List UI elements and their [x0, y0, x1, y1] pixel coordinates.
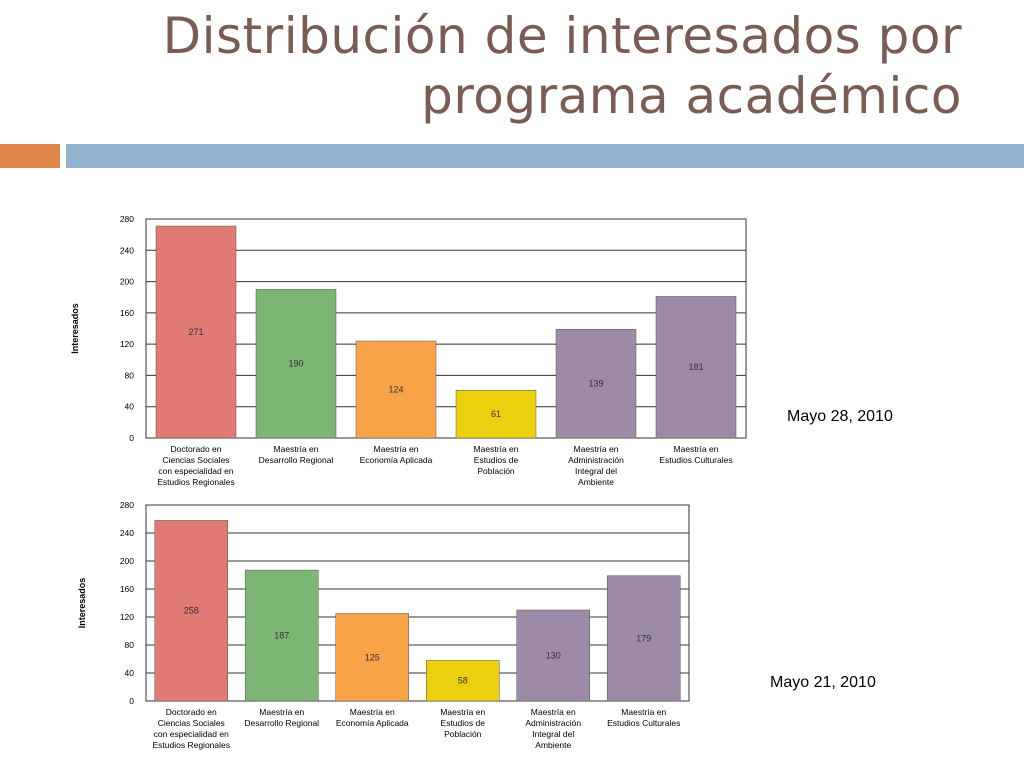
x-tick-label: Maestría en Estudios de Población: [474, 444, 519, 476]
bar: [655, 296, 737, 439]
y-tick-label: 200: [120, 277, 134, 287]
y-tick-label: 240: [120, 245, 134, 255]
chart-caption-mayo-28: Mayo 28, 2010: [787, 408, 893, 425]
x-tick-label: Doctorado en Ciencias Sociales con especia…: [157, 444, 235, 487]
accent-bar-orange: [0, 144, 60, 168]
y-tick-label: 120: [120, 339, 134, 349]
bar-value-label: 61: [491, 409, 501, 419]
y-tick-label: 160: [120, 584, 134, 594]
accent-bar-blue: [66, 144, 1024, 168]
y-tick-label: 280: [120, 214, 134, 224]
y-axis-label: Interesados: [70, 303, 80, 354]
y-tick-label: 80: [125, 370, 135, 380]
bar-chart-mayo-28: 0 40 80 120 160 200 240 280 Interesados 271 Doctor…: [70, 214, 747, 487]
slide-title-line-1: Distribución de interesados por: [162, 7, 962, 65]
x-tick-label: Maestría en Estudios de Población: [440, 707, 485, 739]
bar: [255, 289, 337, 439]
bar-value-label: 181: [688, 362, 703, 372]
x-tick-label: Doctorado en Ciencias Sociales con especia…: [153, 707, 231, 750]
bar-value-label: 179: [636, 633, 651, 643]
x-tick-label: Maestría en Desarrollo Regional: [259, 444, 334, 465]
y-axis-label: Interesados: [77, 578, 87, 629]
bar-chart-mayo-21: 0 40 80 120 160 200 240 280 Interesados 258 Doctor…: [77, 500, 690, 750]
plot-area: [145, 504, 690, 702]
bar-value-label: 258: [184, 606, 199, 616]
bar: [455, 390, 537, 439]
y-tick-label: 0: [129, 696, 134, 706]
y-tick-label: 0: [129, 433, 134, 443]
bar: [154, 520, 228, 702]
bar-value-label: 187: [274, 631, 289, 641]
slide-title-line-2: programa académico: [421, 67, 962, 125]
bar: [426, 660, 500, 702]
bar-value-label: 130: [546, 651, 561, 661]
y-tick-label: 240: [120, 528, 134, 538]
y-tick-label: 120: [120, 612, 134, 622]
bar-value-label: 271: [188, 327, 203, 337]
y-tick-label: 80: [125, 640, 135, 650]
x-tick-label: Maestría en Economía Aplicada: [336, 707, 409, 728]
bar: [607, 575, 681, 702]
y-tick-label: 40: [125, 402, 135, 412]
x-tick-label: Maestría en Estudios Culturales: [659, 444, 732, 465]
bar-value-label: 139: [588, 379, 603, 389]
x-tick-label: Maestría en Desarrollo Regional: [244, 707, 319, 728]
bar: [355, 340, 437, 439]
bar: [555, 329, 637, 439]
x-tick-label: Maestría en Administración Integral del Amb…: [525, 707, 581, 750]
bar: [335, 613, 409, 702]
bar: [155, 225, 237, 439]
bar-value-label: 58: [458, 676, 468, 686]
x-tick-label: Maestría en Administración Integral del Amb…: [568, 444, 624, 487]
bar: [245, 569, 319, 702]
plot-area: [145, 218, 747, 439]
slide-title: Distribución de interesados por programa…: [62, 6, 962, 126]
x-tick-label: Maestría en Economía Aplicada: [360, 444, 433, 465]
y-tick-label: 280: [120, 500, 134, 510]
bar-value-label: 124: [388, 385, 403, 395]
chart-caption-mayo-21: Mayo 21, 2010: [770, 674, 876, 691]
bar-value-label: 125: [365, 652, 380, 662]
y-tick-label: 40: [125, 668, 135, 678]
y-tick-label: 200: [120, 556, 134, 566]
bar-value-label: 190: [288, 359, 303, 369]
bar: [516, 609, 590, 702]
x-tick-label: Maestría en Estudios Culturales: [607, 707, 680, 728]
y-tick-label: 160: [120, 308, 134, 318]
